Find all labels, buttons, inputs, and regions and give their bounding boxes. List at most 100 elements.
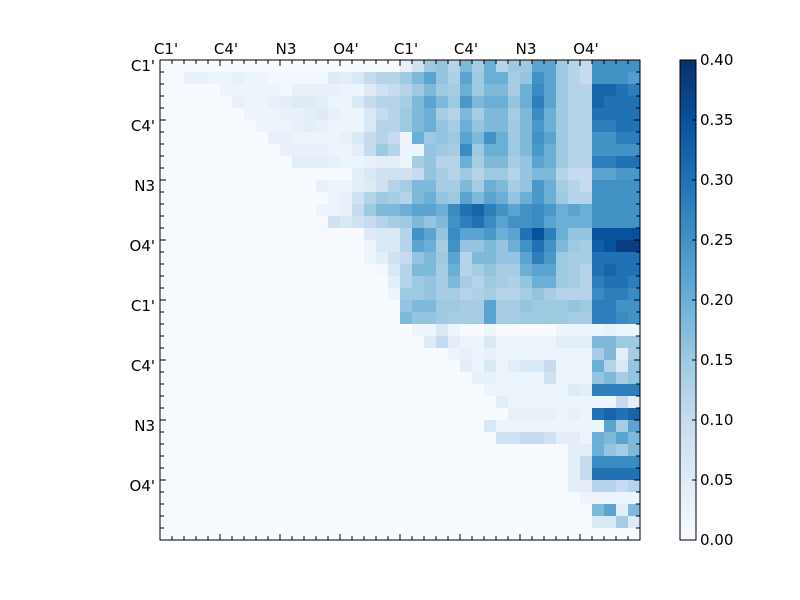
heatmap-cell [448, 240, 461, 253]
heatmap-cell [448, 528, 461, 541]
heatmap-cell [232, 300, 245, 313]
heatmap-cell [256, 72, 269, 85]
heatmap-cell [448, 264, 461, 277]
heatmap-cell [388, 264, 401, 277]
heatmap-cell [460, 324, 473, 337]
heatmap-cell [184, 276, 197, 289]
heatmap-cell [424, 528, 437, 541]
heatmap-cell [496, 492, 509, 505]
heatmap-cell [256, 504, 269, 517]
heatmap-cell [352, 360, 365, 373]
heatmap-cell [556, 312, 569, 325]
heatmap-cell [160, 240, 173, 253]
heatmap-cell [556, 204, 569, 217]
heatmap-cell [172, 372, 185, 385]
heatmap-cell [520, 432, 533, 445]
heatmap-cell [196, 432, 209, 445]
heatmap-cell [484, 132, 497, 145]
heatmap-cell [196, 252, 209, 265]
heatmap-cell [364, 468, 377, 481]
heatmap-cell [160, 168, 173, 181]
heatmap-cell [484, 252, 497, 265]
heatmap-cell [544, 504, 557, 517]
heatmap-cell [436, 120, 449, 133]
heatmap-cell [520, 240, 533, 253]
heatmap-cell [544, 132, 557, 145]
heatmap-cell [172, 384, 185, 397]
heatmap-cell [376, 96, 389, 109]
heatmap-cell [580, 324, 593, 337]
heatmap-cell [340, 156, 353, 169]
heatmap-cell [184, 324, 197, 337]
heatmap-cell [628, 276, 641, 289]
heatmap-cell [520, 60, 533, 73]
heatmap-cell [460, 348, 473, 361]
heatmap-cell [508, 324, 521, 337]
heatmap-cell [196, 156, 209, 169]
heatmap-cell [568, 372, 581, 385]
heatmap-cell [472, 144, 485, 157]
heatmap-cell [352, 120, 365, 133]
heatmap-cell [160, 84, 173, 97]
heatmap-cell [520, 528, 533, 541]
heatmap-cell [280, 84, 293, 97]
heatmap-cell [304, 288, 317, 301]
heatmap-cell [196, 276, 209, 289]
heatmap-cell [244, 324, 257, 337]
heatmap-cell [508, 132, 521, 145]
heatmap-cell [508, 456, 521, 469]
heatmap-cell [256, 456, 269, 469]
heatmap-cell [244, 264, 257, 277]
heatmap-cell [604, 168, 617, 181]
heatmap-cell [328, 60, 341, 73]
heatmap-cell [616, 84, 629, 97]
heatmap-cell [292, 144, 305, 157]
heatmap-cell [592, 336, 605, 349]
heatmap-cell [316, 456, 329, 469]
heatmap-cell [256, 372, 269, 385]
heatmap-cell [160, 192, 173, 205]
heatmap-cell [376, 336, 389, 349]
heatmap-cell [304, 420, 317, 433]
heatmap-cell [316, 120, 329, 133]
heatmap-cell [244, 72, 257, 85]
heatmap-cell [328, 204, 341, 217]
heatmap-cell [208, 228, 221, 241]
heatmap-cell [268, 408, 281, 421]
heatmap-cell [532, 528, 545, 541]
heatmap-cell [340, 216, 353, 229]
heatmap-cell [172, 336, 185, 349]
heatmap-cell [436, 432, 449, 445]
heatmap-cell [616, 396, 629, 409]
heatmap-cell [160, 492, 173, 505]
heatmap-cell [520, 312, 533, 325]
heatmap-cell [196, 288, 209, 301]
heatmap-cell [496, 192, 509, 205]
heatmap-cell [268, 216, 281, 229]
heatmap-cell [304, 84, 317, 97]
heatmap-cell [412, 348, 425, 361]
heatmap-cell [628, 60, 641, 73]
heatmap-cell [220, 384, 233, 397]
heatmap-cell [460, 60, 473, 73]
heatmap-cell [412, 84, 425, 97]
heatmap-cell [352, 180, 365, 193]
heatmap-cell [256, 216, 269, 229]
heatmap-cell [196, 168, 209, 181]
heatmap-cell [616, 432, 629, 445]
heatmap-cell [196, 492, 209, 505]
heatmap-cell [544, 120, 557, 133]
heatmap-cell [184, 264, 197, 277]
heatmap-cell [376, 84, 389, 97]
heatmap-cell [172, 120, 185, 133]
heatmap-cell [604, 480, 617, 493]
heatmap-cell [412, 372, 425, 385]
heatmap-cell [268, 420, 281, 433]
heatmap-cell [244, 396, 257, 409]
heatmap-cell [352, 60, 365, 73]
heatmap-cell [232, 396, 245, 409]
heatmap-cell [304, 372, 317, 385]
y-tick-label: C4' [131, 357, 155, 375]
heatmap-cell [424, 480, 437, 493]
heatmap-cell [568, 516, 581, 529]
